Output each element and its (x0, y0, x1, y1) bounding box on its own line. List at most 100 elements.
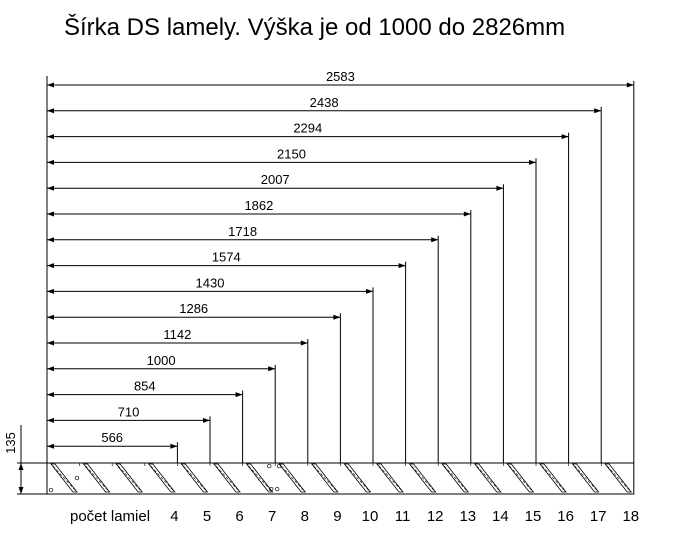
height-dimension-value: 135 (3, 432, 18, 454)
arrowhead (47, 417, 54, 423)
arrowhead (47, 159, 54, 165)
lamella-slat (245, 463, 274, 493)
lamella-slat (408, 463, 437, 493)
dimension-value: 1000 (147, 353, 176, 368)
arrowhead (366, 288, 373, 294)
lamella-slat (473, 463, 502, 493)
lamella-strip-outline (46, 462, 635, 495)
lamella-hatch (280, 465, 304, 491)
arrowhead (496, 185, 504, 191)
lamella-count-value: 16 (557, 508, 574, 525)
dimension-value: 1286 (179, 301, 208, 316)
lamella (535, 463, 567, 493)
arrowhead (47, 134, 54, 140)
mounting-hole (277, 463, 282, 469)
arrowhead (203, 417, 210, 423)
lamella-count-value: 17 (590, 508, 607, 525)
arrowhead (170, 443, 178, 449)
mounting-hole (74, 475, 80, 481)
lamella-slat (376, 463, 404, 493)
lamella-hatch (606, 465, 630, 491)
arrowhead (235, 392, 243, 398)
lamella-count-value: 13 (459, 508, 476, 525)
lamella (242, 463, 274, 493)
dimension-value: 710 (118, 404, 140, 419)
lamella-hatch (476, 465, 500, 491)
arrowhead (47, 82, 54, 88)
lamella-hatch (183, 465, 206, 491)
arrowhead (47, 366, 54, 372)
lamella-slat (50, 463, 78, 493)
arrowhead (529, 159, 536, 165)
lamella-count-value: 6 (235, 508, 243, 525)
arrowhead (268, 366, 276, 372)
arrowhead (47, 443, 54, 449)
arrowhead (463, 211, 471, 217)
dimension-value: 1574 (212, 250, 241, 265)
lamella-slat (115, 463, 144, 493)
lamella-count-value: 7 (268, 508, 276, 525)
arrowhead (47, 185, 54, 191)
lamella (600, 463, 633, 493)
lamella (340, 463, 372, 493)
dimension-value: 2438 (310, 95, 339, 110)
dimension-value: 1718 (228, 224, 257, 239)
lamella-count-value: 5 (203, 508, 211, 525)
arrowhead (47, 392, 54, 398)
lamella-hatch (378, 465, 402, 491)
lamella (568, 463, 600, 493)
mounting-hole (267, 463, 272, 469)
arrowhead (431, 237, 439, 243)
lamella-strip (46, 462, 635, 495)
dimension-value: 1862 (244, 198, 273, 213)
lamella-count-value: 8 (301, 508, 309, 525)
mounting-hole (269, 486, 274, 492)
lamella-slat (343, 463, 372, 493)
dimension-value: 2294 (293, 121, 322, 136)
lamella-slat (310, 463, 339, 493)
arrowhead (47, 263, 54, 269)
mounting-hole (275, 486, 280, 492)
lamella (437, 463, 470, 493)
lamella-hatch (313, 465, 337, 491)
lamella (503, 463, 535, 493)
lamella-count-value: 10 (362, 508, 379, 525)
arrowhead (47, 340, 54, 346)
lamella-slat (213, 463, 241, 493)
lamella-slat (506, 463, 535, 493)
arrowhead (18, 463, 24, 470)
lamella (111, 463, 144, 493)
dimension-lines: 566 710 854 1000 1142 1286 1430 1574 1718 1862 200… (46, 69, 635, 463)
arrowhead (398, 263, 406, 269)
lamella (209, 463, 241, 493)
lamella (46, 463, 78, 493)
lamella (405, 463, 437, 493)
mounting-hole (48, 487, 54, 493)
arrowhead (47, 211, 54, 217)
dimension-value: 566 (101, 430, 123, 445)
page-title: Šírka DS lamely. Výška je od 1000 do 282… (64, 14, 566, 41)
lamella-slat (441, 463, 470, 493)
dimension-value: 2583 (326, 69, 355, 84)
lamella-hatch (509, 465, 532, 491)
arrowhead (47, 314, 54, 320)
lamella-count-value: 12 (427, 508, 444, 525)
lamella-hatch (574, 465, 597, 491)
dimension-value: 2007 (261, 172, 290, 187)
lamella-count-label: počet lamiel (70, 508, 150, 525)
arrowhead (594, 108, 602, 114)
lamella-count-value: 11 (395, 508, 411, 525)
arrowhead (18, 487, 24, 494)
lamella-hatch (248, 465, 271, 491)
arrowhead (47, 108, 54, 114)
lamella-slat (571, 463, 600, 493)
lamella-count-value: 9 (333, 508, 341, 525)
arrowhead (561, 134, 569, 140)
arrowhead (626, 82, 634, 88)
lamella (144, 463, 176, 493)
lamella-count-value: 14 (492, 508, 509, 525)
dimension-value: 1142 (163, 327, 191, 342)
lamella (307, 463, 339, 493)
lamella (274, 463, 307, 493)
